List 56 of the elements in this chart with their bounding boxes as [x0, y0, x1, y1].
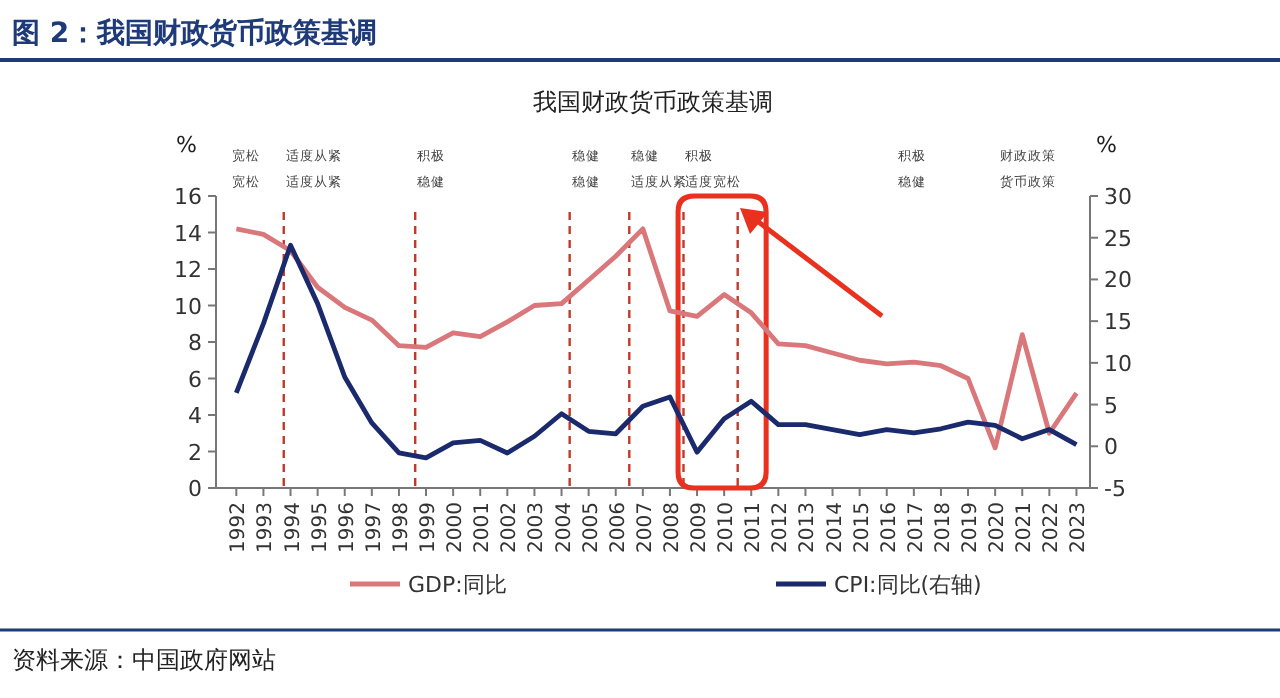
y-tick-label: 14: [174, 220, 202, 247]
x-tick-label: 1996: [336, 502, 359, 553]
y-tick-label: 8: [188, 330, 202, 356]
y-tick-label: 12: [174, 257, 202, 283]
x-tick-label: 2008: [661, 502, 684, 553]
x-tick-label: 2013: [797, 502, 820, 553]
x-tick-label: 2012: [770, 502, 793, 553]
x-tick-label: 1992: [228, 502, 251, 553]
x-tick-label: 2000: [445, 502, 468, 553]
y-tick-label: 16: [174, 184, 202, 210]
x-tick-label: 2004: [553, 502, 576, 553]
x-tick-label: 2017: [905, 502, 928, 553]
y-tick-label: 0: [188, 476, 202, 502]
legend-label: CPI:同比(右轴): [834, 572, 982, 598]
y-tick-label: 6: [188, 366, 202, 393]
x-tick-label: 2020: [987, 502, 1010, 553]
x-tick-label: 2011: [743, 502, 766, 553]
x-tick-label: 1994: [282, 502, 305, 553]
x-tick-label: 1993: [255, 502, 278, 553]
y2-tick-label: 20: [1104, 267, 1132, 294]
x-tick-label: 2021: [1014, 502, 1037, 553]
x-tick-label: 2019: [960, 502, 983, 553]
x-tick-label: 1995: [309, 502, 332, 553]
y2-tick-label: 25: [1104, 225, 1132, 252]
text: 资料来源：中国政府网站: [12, 646, 276, 674]
x-tick-label: 2009: [689, 502, 712, 553]
x-tick-label: 1998: [390, 502, 413, 553]
x-tick-label: 2006: [607, 502, 630, 553]
x-tick-label: 1997: [363, 502, 386, 553]
x-tick-label: 2016: [878, 502, 901, 553]
y2-tick-label: 0: [1104, 434, 1118, 461]
x-tick-label: 2022: [1041, 502, 1064, 553]
y-tick-label: 2: [188, 439, 202, 466]
x-tick-label: 2002: [499, 502, 522, 553]
chart-title: 图 2：我国财政货币政策基调: [12, 16, 378, 50]
x-tick-label: 2023: [1068, 502, 1091, 553]
x-tick-label: 2018: [932, 502, 955, 553]
y2-tick-label: 30: [1104, 184, 1132, 210]
y2-tick-label: 5: [1104, 392, 1118, 419]
x-tick-label: 2015: [851, 502, 874, 553]
x-tick-label: 2014: [824, 502, 847, 553]
y-tick-label: 10: [174, 293, 202, 320]
y2-tick-label: 10: [1104, 350, 1132, 377]
x-tick-label: 2005: [580, 502, 603, 553]
x-tick-label: 2001: [472, 502, 495, 553]
y-axis-title: %: [176, 132, 197, 158]
x-tick-label: 2003: [526, 502, 549, 553]
y-tick-label: 4: [188, 403, 202, 429]
y2-axis-title: %: [1096, 132, 1117, 158]
y2-tick-label: -5: [1104, 476, 1126, 502]
y2-tick-label: 15: [1104, 309, 1132, 336]
x-tick-label: 1999: [418, 502, 441, 553]
x-tick-label: 2010: [716, 502, 739, 553]
legend-label: GDP:同比: [408, 572, 507, 598]
chart-subtitle: 我国财政货币政策基调: [533, 88, 773, 116]
x-tick-label: 2007: [634, 502, 657, 553]
